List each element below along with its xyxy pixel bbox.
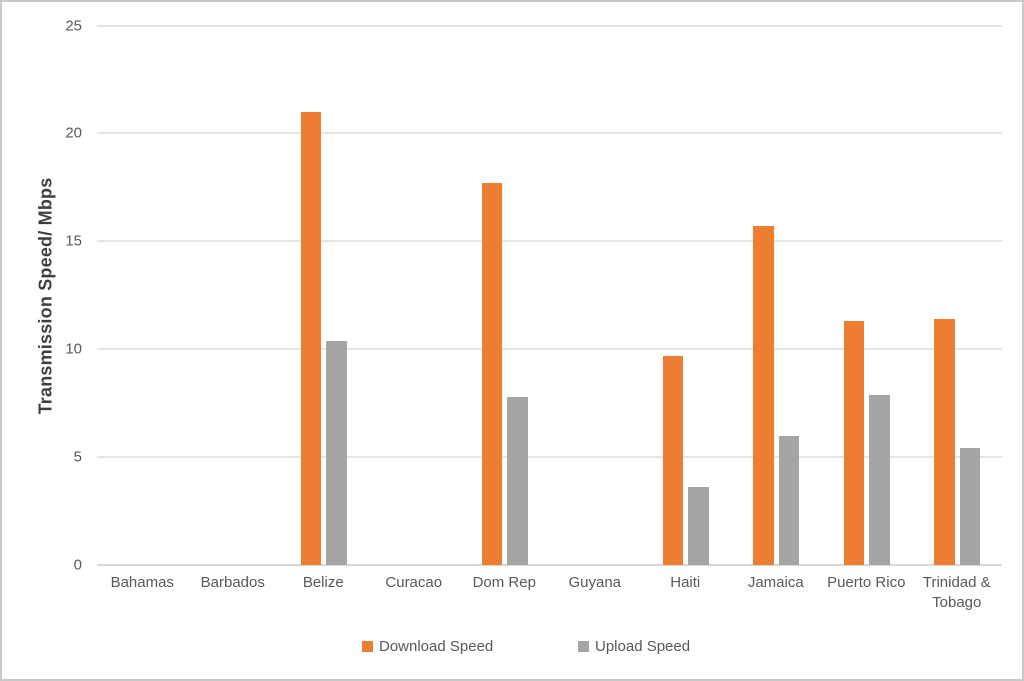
y-tick-label: 10	[65, 340, 82, 358]
gridline	[97, 132, 1002, 135]
x-axis-label-trinidad-tobago: Trinidad & Tobago	[922, 574, 991, 611]
bar-upload-puerto-rico	[869, 394, 890, 565]
y-tick-label: 5	[73, 448, 82, 466]
x-axis-label-jamaica: Jamaica	[747, 574, 804, 591]
gridline	[97, 456, 1002, 459]
bar-download-trinidad-tobago	[934, 318, 955, 565]
x-axis-label-dom-rep: Dom Rep	[472, 574, 536, 591]
legend-item-download: Download Speed	[362, 637, 494, 655]
download-swatch-icon	[362, 640, 373, 652]
x-axis-label-curacao: Curacao	[385, 574, 443, 591]
legend-item-upload: Upload Speed	[578, 637, 691, 655]
upload-swatch-icon	[578, 640, 589, 652]
bar-upload-jamaica	[778, 435, 800, 565]
x-axis-label-guyana: Guyana	[568, 574, 622, 591]
x-axis-label-barbados: Barbados	[200, 574, 265, 591]
x-axis-label-belize: Belize	[302, 574, 344, 591]
bar-download-belize	[300, 111, 322, 565]
bar-download-puerto-rico	[843, 321, 865, 565]
bar-upload-belize	[326, 340, 347, 565]
y-tick-label: 0	[73, 556, 82, 574]
y-tick-label: 20	[65, 124, 82, 142]
legend-label-upload: Upload Speed	[595, 637, 691, 655]
bar-upload-haiti	[688, 487, 709, 565]
legend-label-download: Download Speed	[379, 637, 494, 655]
x-axis-label-puerto-rico: Puerto Rico	[827, 574, 906, 591]
bar-download-jamaica	[753, 226, 774, 565]
gridline	[97, 348, 1002, 351]
x-axis-label-haiti: Haiti	[670, 574, 701, 591]
bar-upload-trinidad-tobago	[959, 448, 981, 565]
x-axis-label-bahamas: Bahamas	[110, 574, 174, 591]
y-tick-label: 25	[65, 17, 82, 34]
bar-download-dom-rep	[481, 183, 503, 565]
gridline	[97, 24, 1002, 27]
bar-download-haiti	[662, 355, 684, 565]
bar-upload-dom-rep	[507, 396, 528, 565]
gridline	[97, 564, 1002, 566]
gridline	[97, 240, 1002, 243]
y-tick-label: 15	[65, 232, 82, 250]
